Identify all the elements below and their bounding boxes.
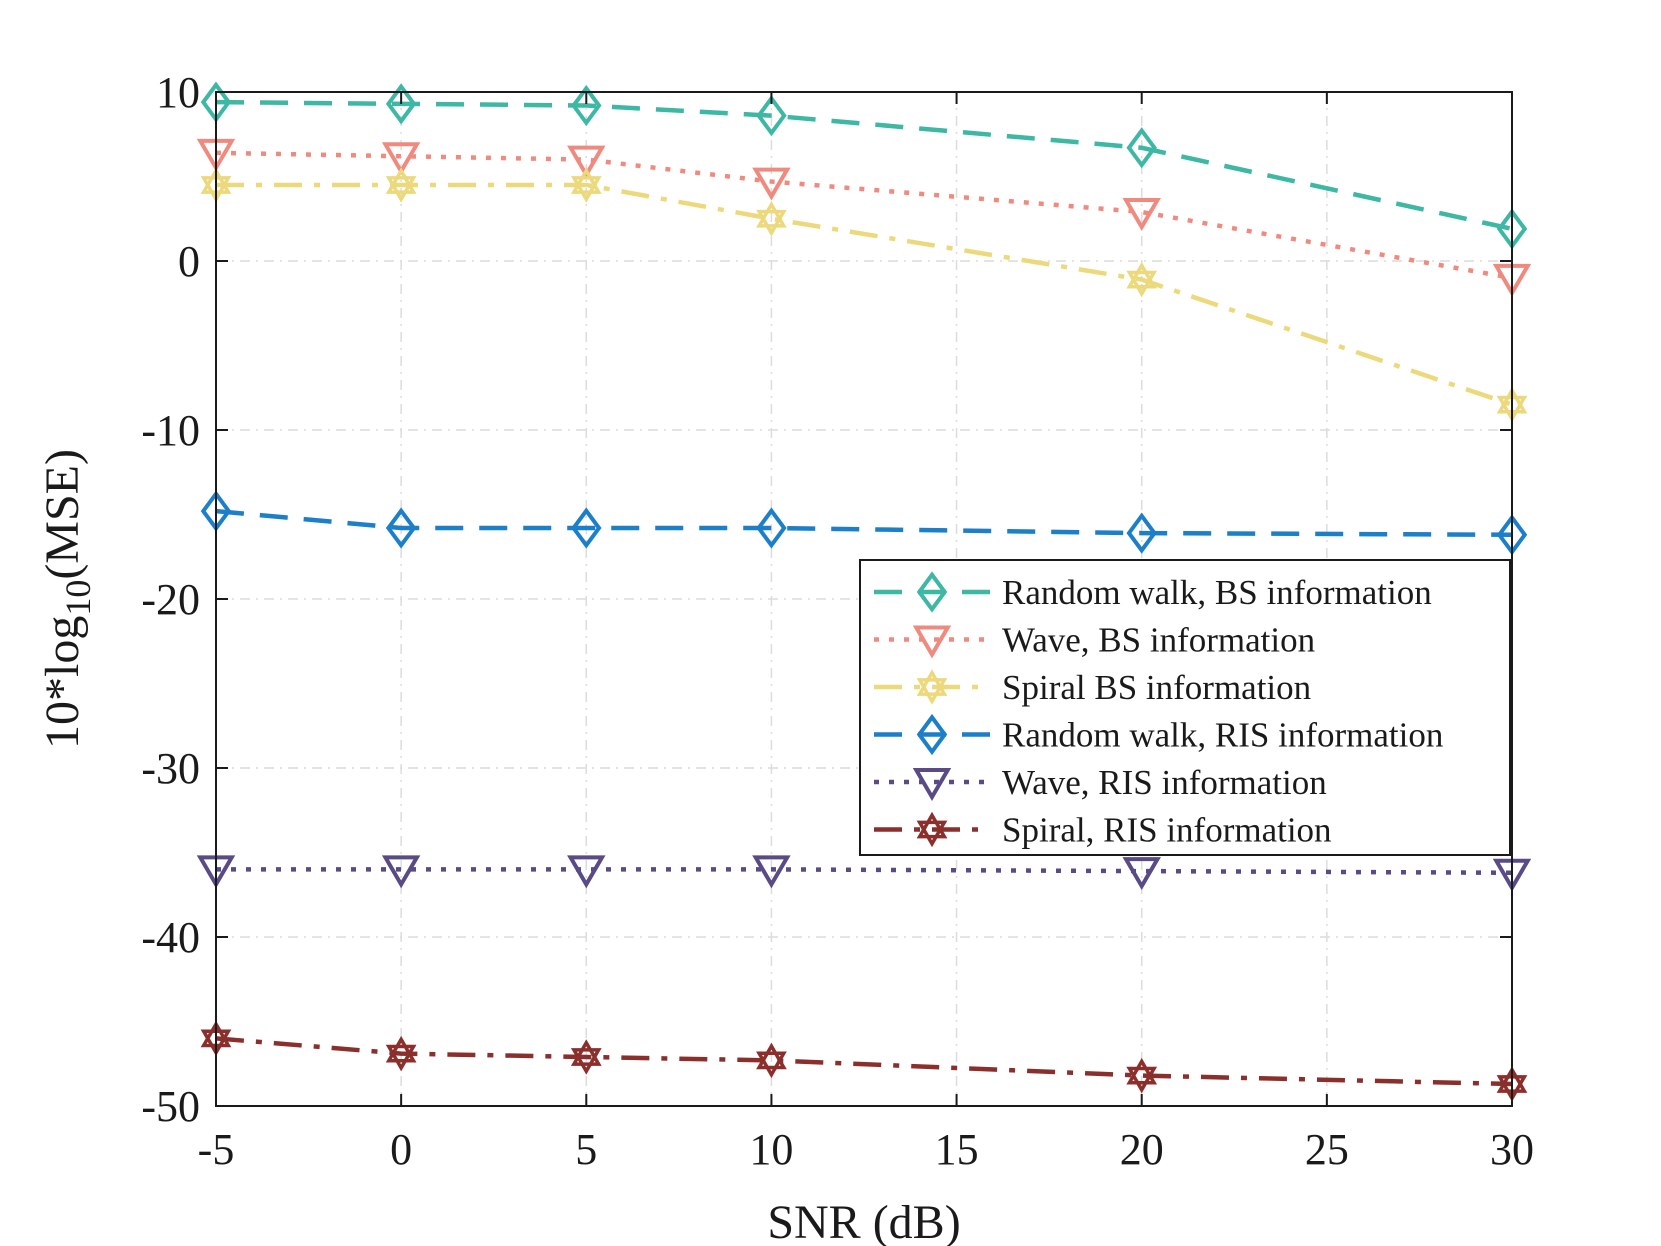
data-point — [1126, 127, 1157, 169]
series-line — [215, 99, 1513, 232]
series-line — [216, 867, 1513, 876]
data-point — [1126, 512, 1157, 554]
x-tick-label: 15 — [935, 1125, 979, 1174]
data-point — [381, 855, 421, 889]
legend-label: Spiral, RIS information — [1002, 811, 1332, 850]
legend-label: Spiral BS information — [1002, 668, 1311, 707]
y-axis-label-suffix: (MSE) — [36, 449, 89, 580]
data-point — [570, 1048, 602, 1075]
legend-item: Wave, RIS information — [874, 763, 1327, 802]
y-tick-label: -30 — [141, 744, 200, 793]
x-tick-label: -5 — [198, 1125, 235, 1174]
y-tick-label: 10 — [156, 68, 200, 117]
data-point — [385, 1035, 417, 1063]
data-point — [385, 167, 417, 194]
y-axis-label-subscript: 10 — [58, 580, 98, 616]
legend-label: Wave, RIS information — [1002, 763, 1327, 802]
series-line — [215, 508, 1513, 538]
data-point — [756, 209, 787, 237]
legend-label: Random walk, RIS information — [1002, 716, 1443, 755]
legend-item: Spiral, RIS information — [874, 811, 1332, 850]
legend-marker — [916, 713, 948, 756]
data-point — [567, 855, 606, 889]
legend-label: Random walk, BS information — [1002, 573, 1432, 612]
y-tick-label: 0 — [178, 237, 200, 286]
series-6 — [200, 1020, 1528, 1102]
data-point — [571, 507, 602, 549]
y-tick-label: -50 — [141, 1082, 200, 1131]
series-line — [216, 182, 1513, 407]
legend-item: Wave, BS information — [874, 621, 1315, 660]
data-point — [756, 507, 787, 549]
data-point — [756, 1051, 787, 1079]
data-point — [571, 84, 602, 127]
data-point — [567, 145, 606, 179]
x-tick-label: 0 — [390, 1125, 412, 1174]
y-axis-label-prefix: 10*log — [36, 616, 89, 749]
legend-marker — [916, 669, 948, 696]
data-point — [385, 176, 417, 203]
y-tick-label: -20 — [141, 575, 200, 624]
data-point — [385, 507, 417, 549]
data-point — [385, 83, 417, 125]
x-tick-label: 30 — [1490, 1125, 1534, 1174]
data-point — [1126, 1057, 1158, 1085]
legend-box — [859, 559, 1511, 856]
data-point — [385, 1044, 417, 1072]
data-point — [1126, 1066, 1158, 1094]
data-point — [1126, 261, 1158, 289]
series-line — [215, 1036, 1513, 1087]
legend: Random walk, BS information Wave, BS info… — [859, 559, 1511, 856]
data-point — [570, 167, 602, 194]
series-line — [215, 150, 1513, 281]
x-tick-label: 20 — [1120, 1125, 1164, 1174]
x-axis-label: SNR (dB) — [767, 1196, 960, 1246]
legend-marker — [916, 811, 948, 839]
data-point — [570, 176, 602, 203]
data-point — [381, 142, 421, 176]
data-point — [752, 167, 791, 201]
legend-label: Wave, BS information — [1002, 621, 1315, 660]
legend-marker — [912, 625, 952, 659]
data-point — [752, 855, 791, 889]
data-point — [1126, 270, 1158, 298]
data-point — [1122, 197, 1161, 231]
legend-item: Spiral BS information — [874, 668, 1311, 707]
y-tick-label: -40 — [141, 913, 200, 962]
legend-marker — [912, 768, 952, 801]
x-tick-label: 10 — [749, 1125, 793, 1174]
y-axis-label: 10*log10(MSE) — [36, 449, 98, 749]
legend-item: Random walk, RIS information — [874, 713, 1443, 756]
data-point — [756, 95, 787, 137]
legend-item: Random walk, BS information — [874, 571, 1432, 613]
data-point — [1122, 857, 1161, 891]
legend-marker — [916, 820, 948, 848]
data-point — [756, 1042, 787, 1070]
x-tick-label: 5 — [575, 1125, 597, 1174]
data-point — [570, 1039, 602, 1066]
data-point — [756, 200, 787, 228]
x-tick-label: 25 — [1305, 1125, 1349, 1174]
legend-marker — [916, 571, 948, 613]
y-tick-label: -10 — [141, 406, 200, 455]
legend-marker — [916, 678, 948, 705]
